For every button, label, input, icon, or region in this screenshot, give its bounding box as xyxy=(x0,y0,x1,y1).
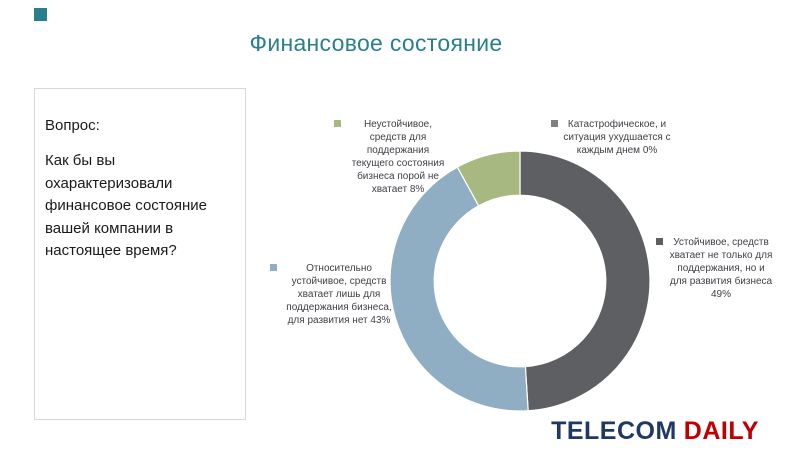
legend-marker-unstable xyxy=(334,120,341,127)
callout-stable: Устойчивое, средств хватает не только дл… xyxy=(656,236,774,301)
donut-svg xyxy=(389,150,651,412)
callout-catastrophic-label: Катастрофическое, и ситуация ухудшается … xyxy=(563,119,671,156)
callout-catastrophic: Катастрофическое, и ситуация ухудшается … xyxy=(551,118,671,157)
logo-daily: DAILY xyxy=(683,417,759,445)
donut-slice-2 xyxy=(456,150,521,207)
callout-unstable-label: Неустойчивое, средств для поддержания те… xyxy=(351,119,445,195)
donut-slice-1 xyxy=(389,166,529,412)
accent-square xyxy=(34,8,47,21)
question-body: Как бы вы охарактеризовали финансовое со… xyxy=(45,152,207,259)
callout-relatively-stable-label: Относительно устойчивое, средств хватает… xyxy=(286,263,392,326)
callout-unstable: Неустойчивое, средств для поддержания те… xyxy=(334,118,450,196)
callout-relatively-stable: Относительно устойчивое, средств хватает… xyxy=(270,262,396,327)
question-heading: Вопрос: xyxy=(45,117,100,134)
legend-marker-stable xyxy=(656,238,663,245)
legend-marker-relatively-stable xyxy=(270,264,277,271)
callout-stable-label: Устойчивое, средств хватает не только дл… xyxy=(669,237,773,300)
logo-telecom: TELECOM xyxy=(551,417,677,445)
question-panel: Вопрос: Как бы вы охарактеризовали финан… xyxy=(34,88,246,420)
donut-chart xyxy=(388,149,652,413)
telecom-daily-logo: TELECOM DAILY xyxy=(551,417,759,446)
page-title: Финансовое состояние xyxy=(249,30,503,56)
legend-marker-catastrophic xyxy=(551,120,558,127)
donut-slice-0 xyxy=(519,150,651,412)
